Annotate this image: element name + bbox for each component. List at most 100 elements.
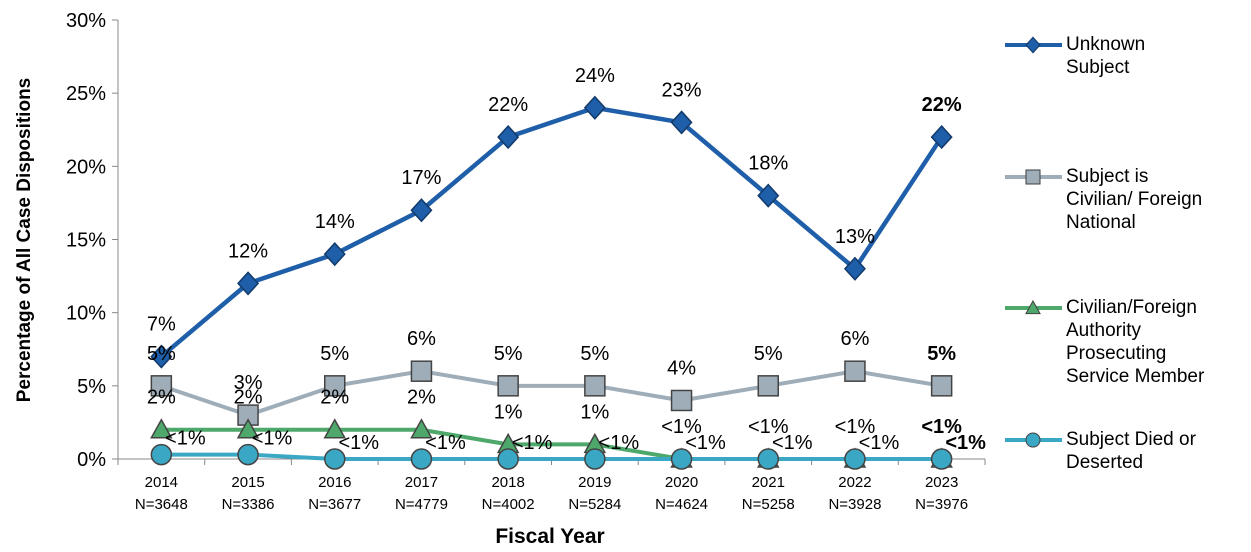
x-tick-label: 2019 — [578, 474, 611, 491]
data-label: 12% — [228, 240, 268, 262]
marker — [497, 124, 520, 150]
x-tick-label: 2021 — [752, 474, 785, 491]
y-tick-label: 20% — [66, 156, 106, 178]
x-tick-label: 2023 — [925, 474, 958, 491]
x-tick-label: 2018 — [491, 474, 524, 491]
data-label: <1% — [425, 432, 466, 454]
data-label: 5% — [494, 343, 523, 365]
data-label: 22% — [922, 94, 962, 116]
data-label: 5% — [927, 343, 956, 365]
y-tick-label: 25% — [66, 83, 106, 105]
data-label: <1% — [835, 416, 876, 438]
legend-marker — [1025, 36, 1041, 54]
x-tick-sublabel: N=4779 — [395, 496, 448, 513]
marker — [757, 375, 779, 397]
data-label: 4% — [667, 357, 696, 379]
marker — [150, 344, 173, 369]
data-label: 6% — [407, 328, 436, 350]
x-tick-sublabel: N=3677 — [308, 496, 361, 513]
marker — [757, 448, 779, 470]
data-label: <1% — [921, 416, 962, 438]
x-tick-sublabel: N=4002 — [482, 496, 535, 513]
marker — [757, 183, 780, 208]
data-label: <1% — [859, 432, 900, 454]
data-label: 6% — [840, 328, 869, 350]
data-label: 2% — [147, 387, 176, 409]
data-label: 18% — [748, 153, 788, 175]
marker — [236, 418, 260, 439]
data-label: 17% — [401, 167, 441, 189]
data-label: 5% — [580, 343, 609, 365]
data-label: 23% — [662, 79, 702, 101]
x-tick-sublabel: N=3648 — [135, 496, 188, 513]
data-label: <1% — [685, 432, 726, 454]
x-tick-label: 2020 — [665, 474, 698, 491]
series-line — [160, 369, 942, 418]
data-label: <1% — [748, 416, 789, 438]
data-label: 2% — [234, 387, 263, 409]
x-tick-sublabel: N=5284 — [568, 496, 621, 513]
marker — [410, 448, 433, 470]
data-label: 1% — [494, 401, 523, 423]
data-label: 2% — [407, 387, 436, 409]
marker — [583, 95, 606, 120]
marker — [324, 448, 346, 470]
data-label: 24% — [575, 65, 615, 87]
x-tick-label: 2014 — [145, 474, 178, 491]
x-tick-sublabel: N=5258 — [742, 496, 795, 513]
marker — [930, 448, 953, 470]
data-label: 5% — [320, 343, 349, 365]
legend-label: Unknown Subject — [1066, 34, 1146, 78]
x-tick-label: 2015 — [231, 474, 264, 491]
marker — [410, 360, 433, 382]
marker — [670, 110, 693, 135]
marker — [670, 448, 693, 470]
legend-label: Civilian/Foreign Authority Prosecuting S… — [1066, 297, 1205, 387]
marker — [930, 375, 953, 397]
marker — [150, 375, 173, 397]
marker — [410, 198, 433, 223]
legend-label: Subject is Civilian/ Foreign National — [1066, 166, 1203, 233]
marker — [584, 448, 606, 470]
data-label: 14% — [315, 211, 355, 233]
y-tick-label: 5% — [77, 376, 106, 398]
series-line — [159, 105, 944, 359]
data-label: <1% — [945, 432, 986, 454]
data-label: <1% — [338, 432, 379, 454]
legend-marker — [1025, 432, 1041, 448]
series-line — [161, 452, 942, 461]
marker — [410, 418, 433, 439]
x-tick-sublabel: N=3928 — [828, 496, 881, 513]
marker — [324, 375, 346, 397]
marker — [584, 375, 606, 397]
data-label: 1% — [580, 401, 609, 423]
data-label: <1% — [512, 432, 553, 454]
marker — [150, 443, 173, 466]
data-label: <1% — [165, 428, 206, 450]
data-label: 5% — [754, 343, 783, 365]
marker — [844, 448, 866, 470]
x-tick-sublabel: N=3386 — [222, 496, 275, 513]
data-label: 7% — [147, 314, 176, 336]
marker — [843, 256, 866, 281]
data-label: 3% — [234, 372, 263, 394]
marker — [497, 448, 519, 470]
data-label: 13% — [835, 226, 875, 248]
x-tick-label: 2016 — [318, 474, 351, 491]
legend-marker — [1025, 299, 1041, 315]
data-label: 22% — [488, 94, 528, 116]
legend-label: Subject Died or Deserted — [1066, 429, 1196, 473]
data-label: 2% — [320, 387, 349, 409]
marker — [930, 124, 953, 150]
x-tick-sublabel: N=3976 — [915, 496, 968, 513]
y-tick-label: 15% — [66, 230, 106, 252]
marker — [670, 389, 693, 412]
data-label: <1% — [772, 432, 813, 454]
y-tick-label: 30% — [66, 10, 106, 32]
y-tick-label: 10% — [66, 303, 106, 325]
data-label: <1% — [599, 432, 640, 454]
y-axis-title: Percentage of All Case Dispositions — [14, 78, 35, 403]
marker — [323, 242, 346, 267]
